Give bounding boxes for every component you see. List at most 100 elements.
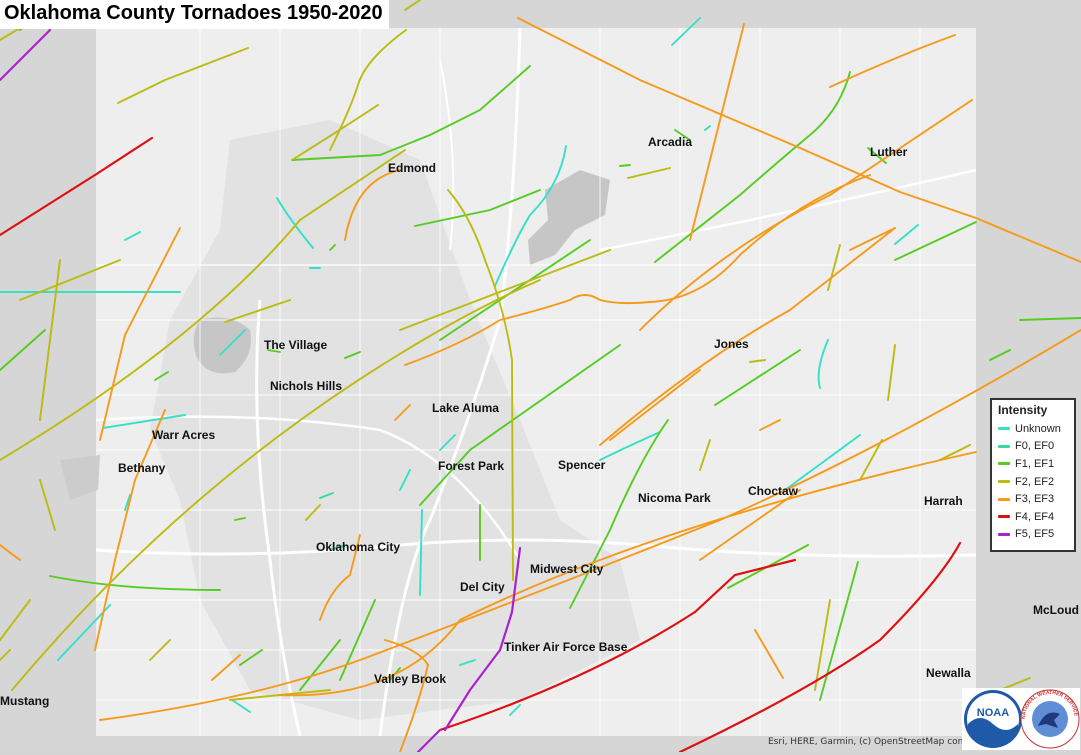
- place-label: Valley Brook: [374, 672, 446, 686]
- tornado-track: [699, 439, 711, 471]
- tornado-track: [219, 329, 246, 356]
- tornado-track: [329, 244, 336, 251]
- tornado-track: [443, 546, 522, 732]
- tornado-track: [224, 299, 291, 323]
- tornado-track: [339, 599, 376, 681]
- tornado-track: [819, 561, 859, 701]
- place-label: Harrah: [924, 494, 963, 508]
- tornado-track: [817, 339, 829, 389]
- tornado-track: [678, 541, 962, 752]
- tornado-track: [599, 431, 661, 461]
- nws-logo-icon: NATIONAL WEATHER SERVICE: [1020, 689, 1080, 749]
- tornado-track: [939, 444, 971, 461]
- tornado-track: [329, 544, 346, 551]
- place-label: Mustang: [0, 694, 49, 708]
- legend-item: F4, EF4: [998, 508, 1068, 526]
- tornado-track: [827, 244, 841, 291]
- tornado-track: [517, 17, 1081, 263]
- tornado-track: [894, 221, 977, 261]
- tornado-track: [276, 197, 314, 249]
- tornado-track: [299, 639, 341, 691]
- tornado-track: [154, 371, 169, 381]
- tornado-track: [319, 492, 334, 499]
- tornado-track: [234, 517, 246, 521]
- tornado-track: [704, 125, 711, 131]
- tornado-track: [627, 167, 671, 179]
- noaa-logo-text: NOAA: [977, 707, 1009, 719]
- legend-swatch: [998, 444, 1010, 448]
- tornado-track: [599, 227, 896, 446]
- tornado-track: [416, 728, 442, 752]
- legend-label: F1, EF1: [1015, 457, 1055, 470]
- legend-swatch: [998, 515, 1010, 519]
- map-attribution: Esri, HERE, Garmin, (c) OpenStreetMap co…: [768, 737, 1002, 747]
- legend-swatch: [998, 480, 1010, 484]
- tornado-track: [399, 249, 611, 331]
- tornado-track: [267, 349, 281, 353]
- place-label: Newalla: [926, 666, 971, 680]
- legend-item: F1, EF1: [998, 455, 1068, 473]
- tornado-track: [639, 99, 973, 331]
- tornado-track: [689, 23, 745, 241]
- tornado-track: [754, 629, 784, 679]
- tornado-track: [829, 34, 956, 88]
- tornado-track: [344, 169, 401, 241]
- tornado-track: [394, 404, 411, 421]
- tornado-track: [749, 359, 766, 363]
- tornado-track: [419, 344, 621, 506]
- tornado-track: [989, 349, 1011, 361]
- tornado-track: [859, 439, 883, 481]
- tornado-track: [117, 47, 249, 104]
- tornado-track: [399, 469, 411, 491]
- tornado-track: [49, 575, 221, 591]
- tornado-track: [714, 349, 801, 406]
- place-label: Bethany: [118, 461, 166, 475]
- tornado-track: [94, 409, 166, 651]
- tornado-track: [0, 599, 31, 641]
- legend-swatch: [998, 462, 1010, 466]
- place-label: Jones: [714, 337, 749, 351]
- place-label: Arcadia: [648, 135, 692, 149]
- tornado-track: [11, 279, 541, 691]
- tornado-track: [0, 149, 406, 461]
- place-label: Oklahoma City: [316, 540, 400, 554]
- tornado-track: [619, 164, 631, 167]
- legend-title: Intensity: [998, 403, 1048, 417]
- tornado-track: [329, 29, 407, 151]
- place-label: Edmond: [388, 161, 436, 175]
- tornado-track: [305, 504, 321, 521]
- intensity-legend: Intensity Unknown F0, EF0 F1, EF1 F2, EF…: [990, 398, 1076, 552]
- legend-swatch: [998, 532, 1010, 536]
- tornado-track: [887, 344, 896, 401]
- tornado-track: [149, 639, 171, 661]
- tornado-track: [404, 0, 421, 11]
- agency-logos: NOAA NATIONAL WEATHER SERVICE: [962, 688, 1080, 750]
- place-label: Spencer: [558, 458, 606, 472]
- tornado-track: [814, 599, 831, 691]
- tornado-track: [569, 419, 669, 609]
- tornado-track: [419, 509, 423, 596]
- tornado-track: [39, 259, 61, 421]
- tornado-track: [124, 231, 141, 241]
- legend-label: F5, EF5: [1015, 528, 1055, 541]
- tornado-track: [699, 489, 801, 561]
- tornado-track: [0, 649, 11, 661]
- tornado-track: [609, 369, 701, 441]
- tornado-track: [319, 534, 361, 621]
- tornado-track: [0, 27, 21, 41]
- tornado-track: [344, 351, 361, 359]
- tornado-track: [894, 224, 919, 245]
- legend-swatch: [998, 427, 1010, 431]
- tornado-track: [654, 71, 851, 263]
- tornado-track: [674, 129, 691, 141]
- place-label: The Village: [264, 338, 327, 352]
- place-label: Lake Aluma: [432, 401, 499, 415]
- tornado-track: [849, 227, 896, 251]
- place-label: Nichols Hills: [270, 379, 342, 393]
- tornado-track: [759, 419, 781, 431]
- place-label: Del City: [460, 580, 505, 594]
- tornado-track: [404, 174, 871, 366]
- tornado-track: [231, 699, 251, 713]
